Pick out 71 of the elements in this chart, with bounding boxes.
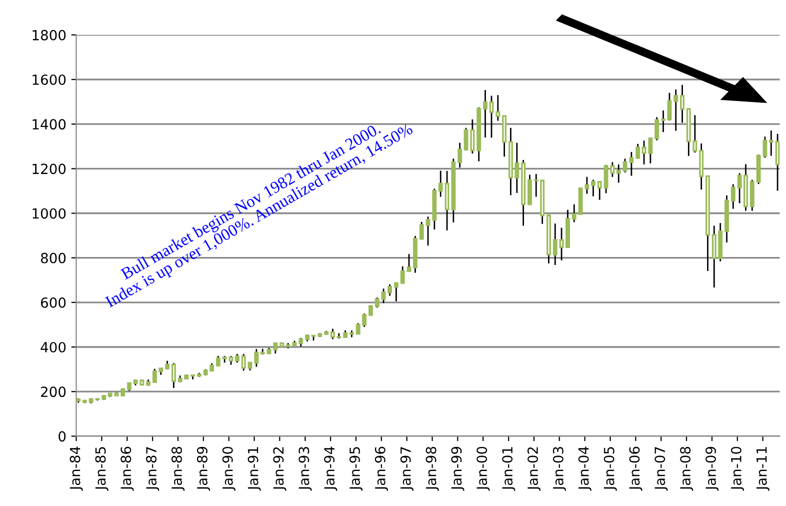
candlestick: [654, 116, 660, 142]
y-tick-label: 600: [40, 297, 66, 308]
y-tick-label: 1800: [32, 30, 66, 40]
candlestick: [394, 282, 398, 302]
x-tick-label: Jan-93: [298, 447, 312, 491]
candlestick: [597, 180, 602, 201]
x-tick-label: Jan-89: [196, 446, 210, 491]
candlestick: [604, 164, 608, 194]
x-tick-label: Jan-90: [222, 446, 236, 491]
candlestick: [616, 164, 621, 184]
x-tick-label: Jan-00: [476, 446, 490, 491]
x-tick-label: Jan-94: [324, 446, 338, 491]
x-tick-label: Jan-84: [70, 446, 83, 491]
candlestick: [216, 355, 220, 366]
x-tick-label: Jan-98: [426, 446, 439, 491]
x-tick-label: Jan-04: [578, 446, 592, 491]
y-tick-label: 0: [58, 431, 66, 442]
x-tick-label: Jan-87: [146, 447, 160, 491]
candlestick: [572, 204, 576, 223]
candlestick: [241, 353, 246, 372]
candlestick: [489, 95, 494, 138]
x-tick-label: Jan-86: [120, 446, 134, 491]
candlestick: [674, 88, 678, 132]
candlestick: [730, 184, 736, 210]
candlestick: [419, 221, 424, 240]
x-tick-label: Jan-97: [400, 447, 414, 491]
x-tick-label: Jan-88: [171, 446, 185, 491]
candlestick: [273, 342, 278, 354]
x-tick-label: Jan-02: [527, 447, 541, 491]
candlestick: [590, 179, 596, 198]
candlestick: [254, 348, 259, 368]
y-tick-label: 200: [41, 386, 66, 398]
candlestick: [636, 143, 640, 160]
x-tick-label: Jan-01: [502, 447, 516, 491]
candlestick: [483, 89, 488, 138]
x-tick-label: Jan-95: [349, 447, 363, 491]
y-tick-label: 400: [40, 342, 66, 352]
x-tick-label: Jan-09: [706, 446, 719, 491]
candlestick: [610, 162, 615, 178]
candlestick: [680, 84, 684, 124]
candlestick: [400, 266, 405, 284]
y-tick-label: 800: [40, 252, 66, 264]
y-tick-label: 1000: [32, 208, 66, 219]
candlestick: [458, 142, 462, 168]
candlestick: [464, 127, 468, 152]
x-tick-label: Jan-06: [629, 446, 642, 491]
x-tick-label: Jan-05: [604, 447, 617, 491]
y-tick-label: 1600: [32, 74, 66, 85]
candlestick: [406, 253, 412, 273]
candlestick: [775, 133, 780, 192]
candlestick: [426, 216, 430, 246]
x-tick-label: Jan-10: [730, 446, 744, 491]
x-tick-label: Jan-99: [451, 446, 464, 491]
x-tick-label: Jan-11: [756, 447, 770, 491]
x-tick-label: Jan-85: [95, 447, 108, 491]
y-tick-label: 1400: [32, 119, 66, 130]
candlestick: [368, 304, 373, 316]
x-tick-label: Jan-03: [552, 447, 566, 491]
x-tick-label: Jan-07: [654, 447, 668, 491]
x-tick-label: Jan-96: [374, 446, 388, 491]
candlestick: [438, 170, 443, 198]
x-tick-label: Jan-91: [248, 447, 261, 491]
x-tick-label: Jan-92: [273, 447, 286, 491]
x-tick-label: Jan-08: [680, 446, 694, 491]
candlestick: [496, 94, 500, 122]
candlestick: [552, 222, 558, 266]
candlestick: [470, 118, 475, 154]
y-tick-label: 1200: [32, 164, 66, 174]
candlestick: [768, 130, 774, 156]
candlestick: [374, 296, 380, 308]
candlestick: [171, 362, 176, 389]
